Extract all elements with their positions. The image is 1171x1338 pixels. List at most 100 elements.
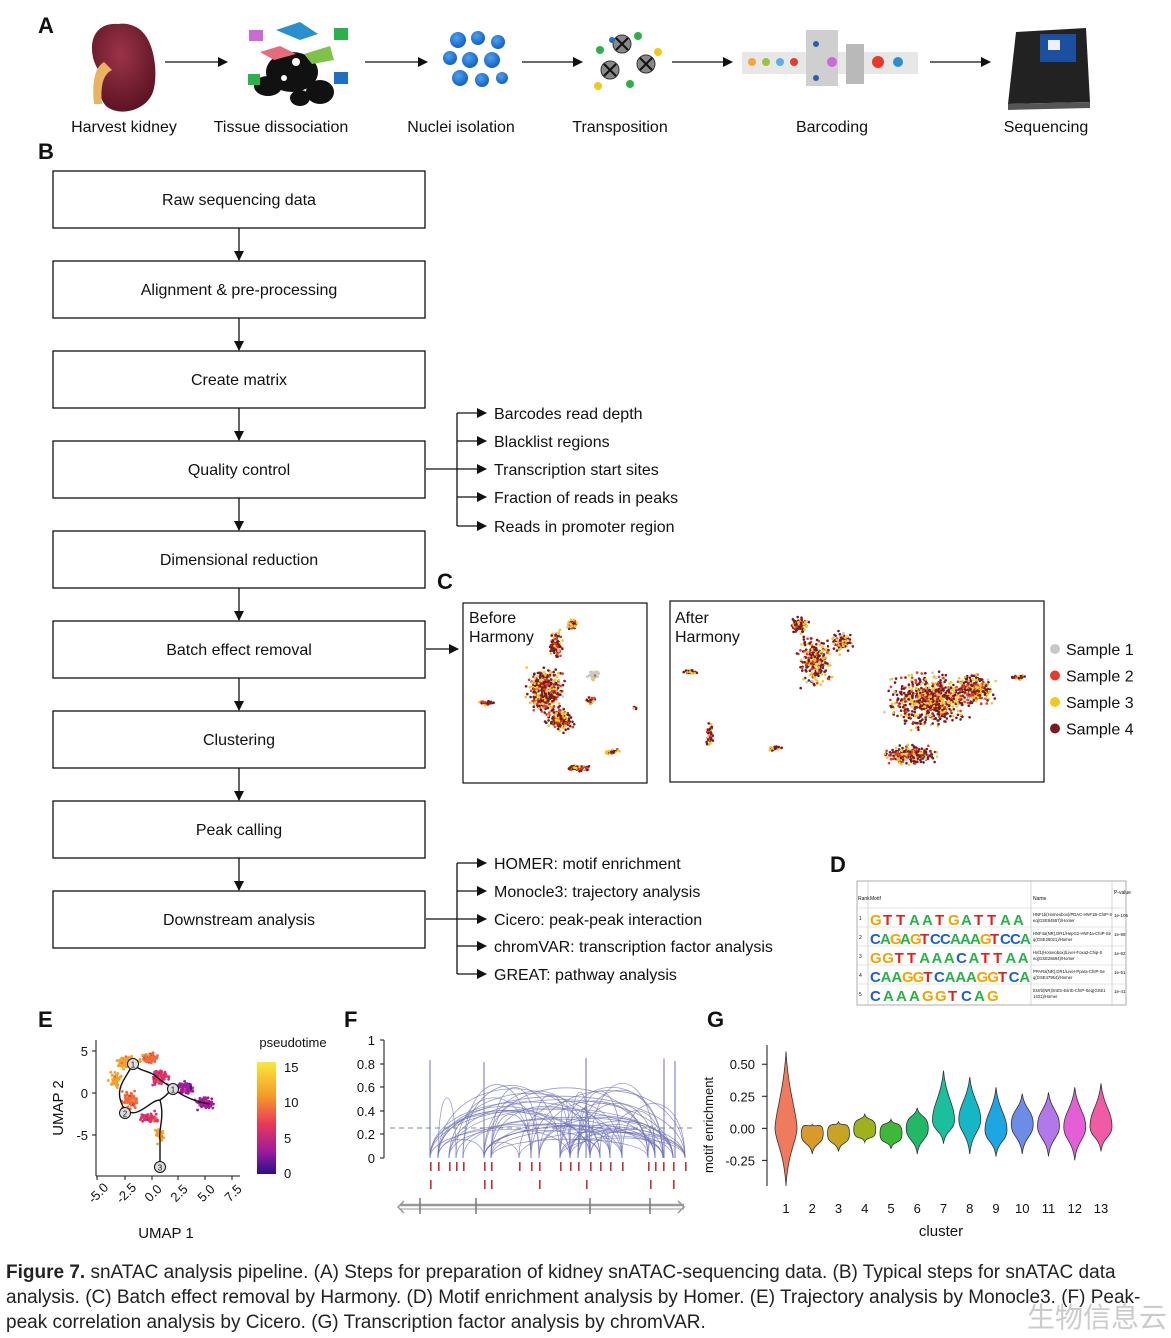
umap-cell-point (563, 679, 566, 683)
umap-cell-point (816, 672, 819, 676)
umap-cell-point (848, 638, 852, 641)
motif-letter: C (956, 950, 967, 967)
umap-cell-point (924, 718, 928, 722)
peak-mark (449, 1162, 451, 1171)
umap-cell-point (829, 664, 832, 667)
motif-name: 1431)/Homer (1033, 994, 1058, 999)
umap-cell-point (976, 685, 980, 689)
umap-cell-point (904, 708, 907, 711)
umap-cell-point (803, 621, 807, 624)
umap-cell-point (556, 652, 559, 655)
umap-cell-point (815, 638, 819, 642)
umap-cell-point (993, 697, 997, 700)
motif-name: HNF1b(Homeobox)/PDAC-HNF1B-ChIP-S (1033, 912, 1112, 917)
umap-cell-point (826, 645, 830, 648)
umap-cell-point (919, 680, 922, 683)
umap-cell-point (557, 671, 560, 675)
umap-cell-point (536, 675, 539, 678)
motif-letter: C (1000, 931, 1011, 948)
umap-cell-point (913, 703, 917, 706)
motif-letter: G (870, 912, 882, 929)
umap-cell-point (821, 666, 825, 670)
umap-cell-point (542, 705, 545, 708)
umap-cell-point (556, 719, 559, 722)
umap-cell-point (589, 698, 592, 702)
umap-cell-point (922, 707, 926, 711)
umap-cell-point (811, 660, 815, 664)
umap-cell-point (947, 688, 950, 691)
umap-cell-point (546, 674, 549, 677)
umap-cell-point (951, 688, 954, 692)
umap-cell-point (927, 744, 930, 748)
umap-cell-point (926, 756, 930, 759)
cell-point (141, 1053, 145, 1057)
cell-point (196, 1108, 200, 1112)
motif-name: eq(GSE25694)/Homer (1033, 956, 1075, 961)
x-axis-label: cluster (919, 1223, 963, 1240)
umap-cell-point (991, 693, 995, 696)
umap-cell-point (835, 643, 839, 647)
umap-cell-point (919, 760, 923, 764)
motif-letter: A (1020, 931, 1031, 948)
umap-cell-point (927, 705, 931, 709)
umap-cell-point (817, 666, 821, 669)
legend-swatch (1050, 723, 1060, 734)
cell-point (120, 1056, 124, 1060)
motif-letter: G (987, 969, 999, 986)
panel-label-a: A (38, 13, 54, 38)
umap-cell-point (949, 714, 952, 718)
umap-cell-point (539, 708, 543, 711)
umap-cell-point (562, 731, 565, 735)
cell-point (135, 1101, 139, 1105)
umap-cell-point (939, 687, 943, 690)
umap-cell-point (556, 686, 560, 690)
umap-cell-point (537, 682, 540, 685)
umap-cell-point (810, 653, 813, 657)
motif-letter: T (895, 950, 904, 967)
umap-cell-point (773, 747, 777, 750)
umap-cell-point (910, 713, 914, 716)
umap-cell-point (945, 698, 949, 701)
connection-arc (577, 1128, 656, 1159)
umap-cell-point (959, 681, 962, 685)
umap-cell-point (551, 649, 555, 652)
connection-arc (569, 1129, 601, 1159)
umap-cell-point (807, 620, 811, 624)
umap-cell-point (548, 689, 551, 693)
connection-arc (455, 1097, 532, 1159)
cell-point (129, 1096, 133, 1100)
umap-cell-point (544, 678, 547, 682)
umap-cell-point (915, 697, 918, 701)
cell-point (127, 1096, 131, 1100)
peak-mark (663, 1162, 665, 1171)
cell-point (111, 1073, 114, 1077)
umap-cell-point (891, 748, 894, 752)
umap-cell-point (705, 742, 709, 746)
umap-cell-point (974, 679, 977, 682)
cell-point (144, 1059, 148, 1062)
panel-label-d: D (830, 852, 846, 877)
umap-cell-point (911, 710, 914, 713)
motif-letter: G (870, 950, 882, 967)
umap-cell-point (805, 650, 809, 654)
motif-letter: C (940, 931, 951, 948)
umap-cell-point (550, 634, 553, 637)
umap-cell-point (890, 702, 894, 706)
umap-cell-point (933, 675, 936, 678)
umap-cell-point (556, 727, 560, 731)
umap-cell-point (532, 675, 535, 679)
colorbar-tick-label: 0 (284, 1166, 291, 1181)
umap-cell-point (564, 721, 568, 725)
flowchart: Raw sequencing data Alignment & pre-proce… (52, 170, 426, 949)
umap-cell-point (838, 633, 842, 636)
peak-mark (600, 1162, 602, 1171)
umap-cell-point (546, 714, 550, 717)
connection-arc (621, 1103, 686, 1159)
umap-cell-point (931, 717, 934, 720)
umap-cell-point (937, 687, 941, 691)
umap-cell-point (908, 692, 911, 695)
cell-point (202, 1096, 206, 1099)
motif-name: Hnf1(Homeobox)/Liver-Foxa2-Chip-S (1033, 950, 1103, 955)
table-rank: 4 (859, 973, 862, 979)
umap-cell-point (800, 616, 803, 619)
